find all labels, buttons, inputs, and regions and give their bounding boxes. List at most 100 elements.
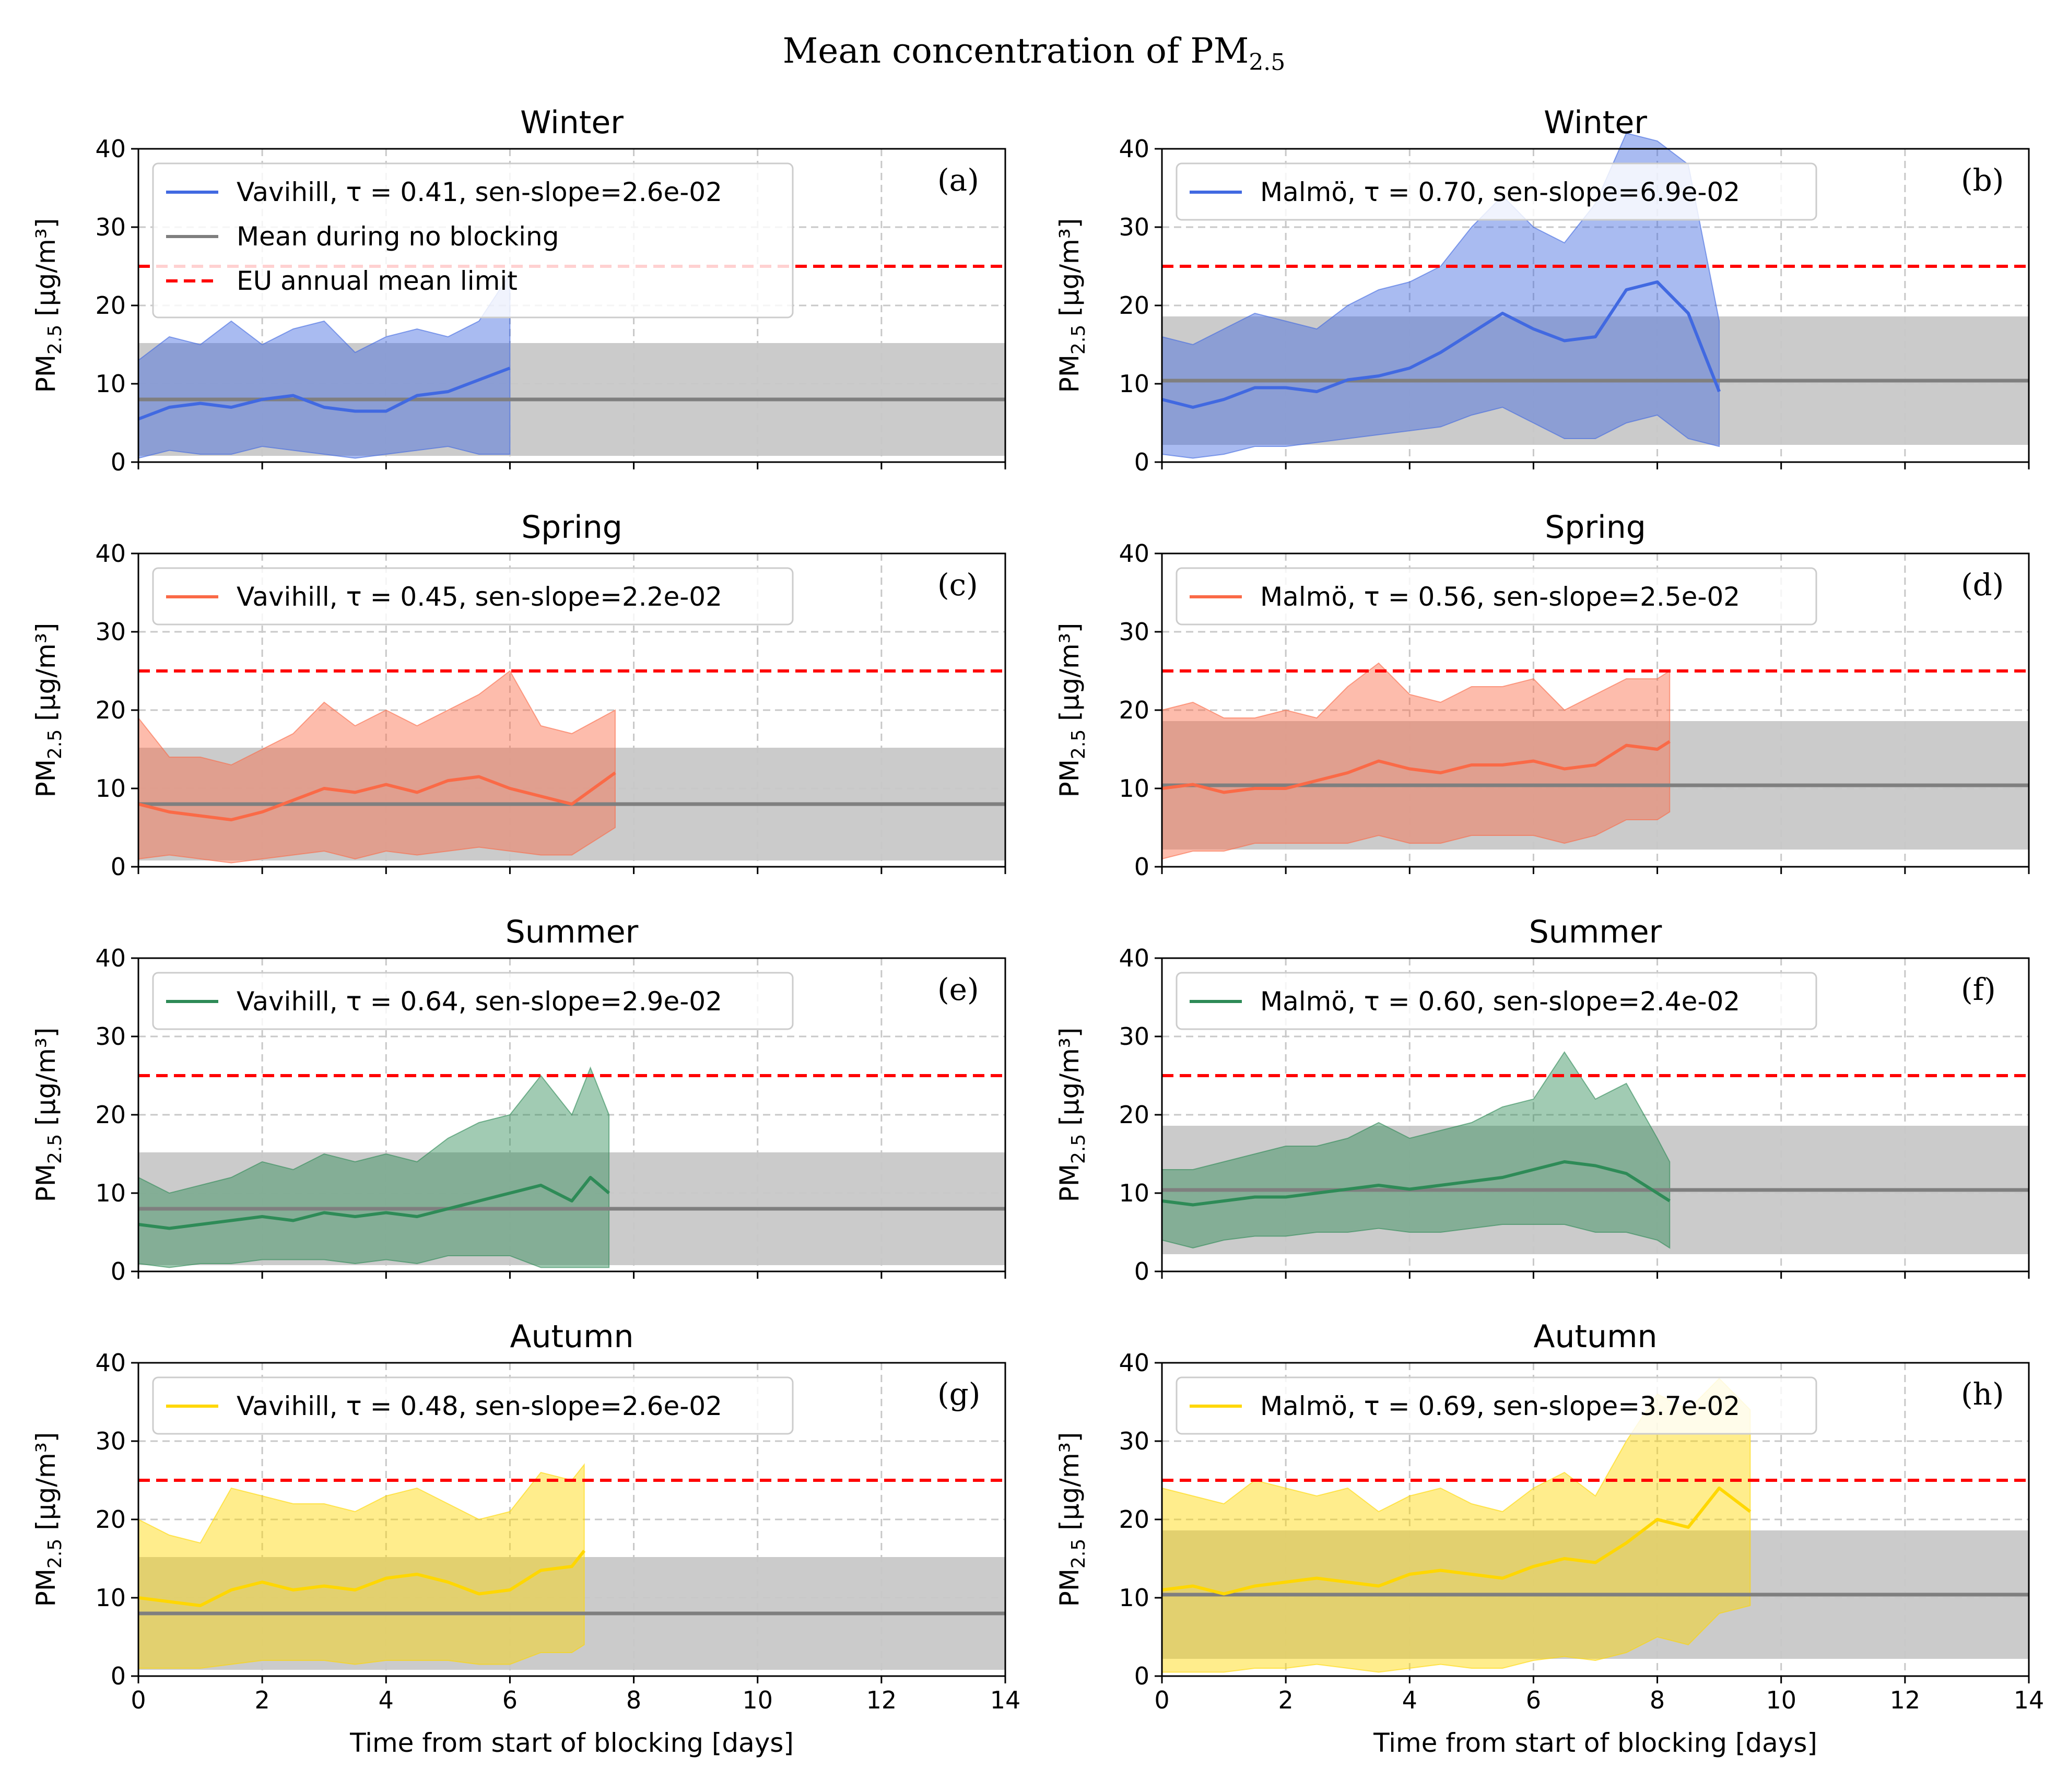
y-tick-label: 10 (1119, 1584, 1149, 1612)
y-tick-label: 10 (95, 1584, 126, 1612)
y-tick-label: 20 (1119, 291, 1149, 320)
x-tick-label: 10 (742, 1686, 773, 1714)
y-tick-label: 10 (95, 774, 126, 803)
legend-box (152, 1376, 794, 1435)
y-tick-label: 30 (1119, 618, 1149, 646)
x-tick-label: 12 (1890, 1686, 1921, 1714)
panel-title: Autumn (510, 1318, 633, 1355)
series-range-band (138, 272, 511, 459)
legend-box (152, 162, 794, 319)
y-axis-label: PM2.5 [µg/m³] (1054, 1028, 1089, 1202)
y-axis-label-subscript: 2.5 (1068, 325, 1089, 355)
y-axis-label-unit: [µg/m³] (1054, 1028, 1085, 1134)
panel-g: 0 2 4 6 8 10 12 14 0 10 20 30 40 Autumn PM2.5 [µg/m³] T… (31, 1318, 1020, 1758)
panel-title: Summer (506, 914, 639, 950)
series-range-band (1161, 1377, 1751, 1673)
y-tick-label: 0 (111, 448, 126, 476)
y-axis-label-main: PM (1054, 1164, 1085, 1202)
y-tick-label: 40 (1119, 539, 1149, 568)
panel-c: 0 10 20 30 40 Spring PM2.5 [µg/m³] (c) Vavihill,… (31, 509, 1006, 881)
y-axis-label-subscript: 2.5 (1068, 1539, 1089, 1569)
panel-title: Winter (520, 104, 624, 141)
y-axis-label-unit: [µg/m³] (1054, 623, 1085, 729)
series-mean-line (137, 367, 511, 421)
y-axis-label-main: PM (31, 1569, 61, 1607)
legend-series-label: Vavihill, τ = 0.41, sen-slope=2.6e-02 (237, 177, 722, 207)
panel-title: Summer (1529, 914, 1662, 950)
y-axis-label-main: PM (1054, 355, 1085, 393)
y-axis-label-subscript: 2.5 (1068, 729, 1089, 759)
y-tick-label: 10 (1119, 370, 1149, 398)
suptitle-subscript: 2.5 (1249, 49, 1285, 76)
panel-letter: (a) (937, 162, 979, 198)
legend-box (1176, 1376, 1817, 1435)
legend-series-label: Malmö, τ = 0.70, sen-slope=6.9e-02 (1260, 177, 1740, 207)
legend-series-label: Malmö, τ = 0.56, sen-slope=2.5e-02 (1260, 582, 1740, 612)
suptitle: Mean concentration of PM2.5 (783, 31, 1286, 76)
y-tick-label: 0 (1134, 1662, 1149, 1690)
y-tick-label: 20 (95, 1101, 126, 1129)
y-axis-label: PM2.5 [µg/m³] (31, 623, 66, 798)
y-tick-label: 30 (1119, 1427, 1149, 1455)
panel-letter: (b) (1961, 162, 2004, 198)
panel-b: 0 10 20 30 40 Winter PM2.5 [µg/m³] (b) Malmö, τ … (1054, 104, 2030, 476)
x-tick-label: 6 (1526, 1686, 1541, 1714)
y-tick-label: 20 (95, 1505, 126, 1534)
panel-letter: (f) (1961, 972, 1996, 1007)
y-tick-label: 20 (1119, 696, 1149, 724)
legend-box (152, 567, 794, 626)
y-tick-label: 0 (111, 1257, 126, 1286)
panel-f: 0 10 20 30 40 Summer PM2.5 [µg/m³] (f) Malmö, τ … (1054, 914, 2030, 1286)
y-axis-label-subscript: 2.5 (44, 1539, 66, 1569)
y-tick-label: 40 (95, 1349, 126, 1377)
panel-d: 0 10 20 30 40 Spring PM2.5 [µg/m³] (d) Malmö, τ … (1054, 509, 2030, 881)
y-tick-label: 40 (95, 135, 126, 163)
series-mean-line (1161, 280, 1721, 409)
y-axis-label-main: PM (31, 1164, 61, 1202)
y-tick-label: 40 (1119, 135, 1149, 163)
series-range-band (1161, 662, 1671, 860)
y-axis-label: PM2.5 [µg/m³] (31, 218, 66, 393)
y-tick-label: 10 (1119, 774, 1149, 803)
panel-letter: (d) (1961, 567, 2004, 603)
x-axis-label: Time from start of blocking [days] (1373, 1728, 1817, 1758)
legend-series-label: Malmö, τ = 0.69, sen-slope=3.7e-02 (1260, 1391, 1740, 1421)
x-tick-label: 4 (1402, 1686, 1417, 1714)
legend-box (1176, 972, 1817, 1030)
y-tick-label: 0 (1134, 853, 1149, 881)
y-axis-label-unit: [µg/m³] (31, 1432, 61, 1539)
legend-mean-label: Mean during no blocking (237, 221, 559, 252)
x-tick-label: 6 (502, 1686, 518, 1714)
x-tick-label: 8 (626, 1686, 641, 1714)
series-range-band (1161, 1051, 1671, 1249)
y-axis-label-unit: [µg/m³] (31, 623, 61, 729)
series-mean-line (1161, 1160, 1671, 1207)
x-tick-label: 0 (131, 1686, 146, 1714)
panel-letter: (g) (937, 1376, 980, 1412)
y-tick-label: 30 (1119, 213, 1149, 241)
y-tick-label: 20 (95, 696, 126, 724)
x-tick-label: 8 (1650, 1686, 1665, 1714)
y-axis-label: PM2.5 [µg/m³] (1054, 1432, 1089, 1607)
y-axis-label: PM2.5 [µg/m³] (1054, 623, 1089, 798)
legend-series-label: Malmö, τ = 0.60, sen-slope=2.4e-02 (1260, 986, 1740, 1017)
y-axis-label-unit: [µg/m³] (1054, 1432, 1085, 1539)
y-tick-label: 40 (95, 944, 126, 972)
panel-letter: (c) (937, 567, 978, 603)
panel-title: Autumn (1533, 1318, 1657, 1355)
y-tick-label: 20 (1119, 1505, 1149, 1534)
series-range-band (138, 670, 616, 864)
y-axis-label-subscript: 2.5 (1068, 1134, 1089, 1164)
y-axis-label-unit: [µg/m³] (31, 218, 61, 325)
y-tick-label: 10 (95, 370, 126, 398)
series-mean-line (1161, 1487, 1752, 1596)
panel-letter: (h) (1961, 1376, 2004, 1412)
y-axis-label-main: PM (31, 759, 61, 797)
y-tick-label: 30 (95, 618, 126, 646)
legend-series-label: Vavihill, τ = 0.64, sen-slope=2.9e-02 (237, 986, 722, 1017)
panel-e: 0 10 20 30 40 Summer PM2.5 [µg/m³] (e) Vavihill,… (31, 914, 1006, 1286)
y-axis-label-subscript: 2.5 (44, 729, 66, 759)
y-tick-label: 20 (1119, 1101, 1149, 1129)
